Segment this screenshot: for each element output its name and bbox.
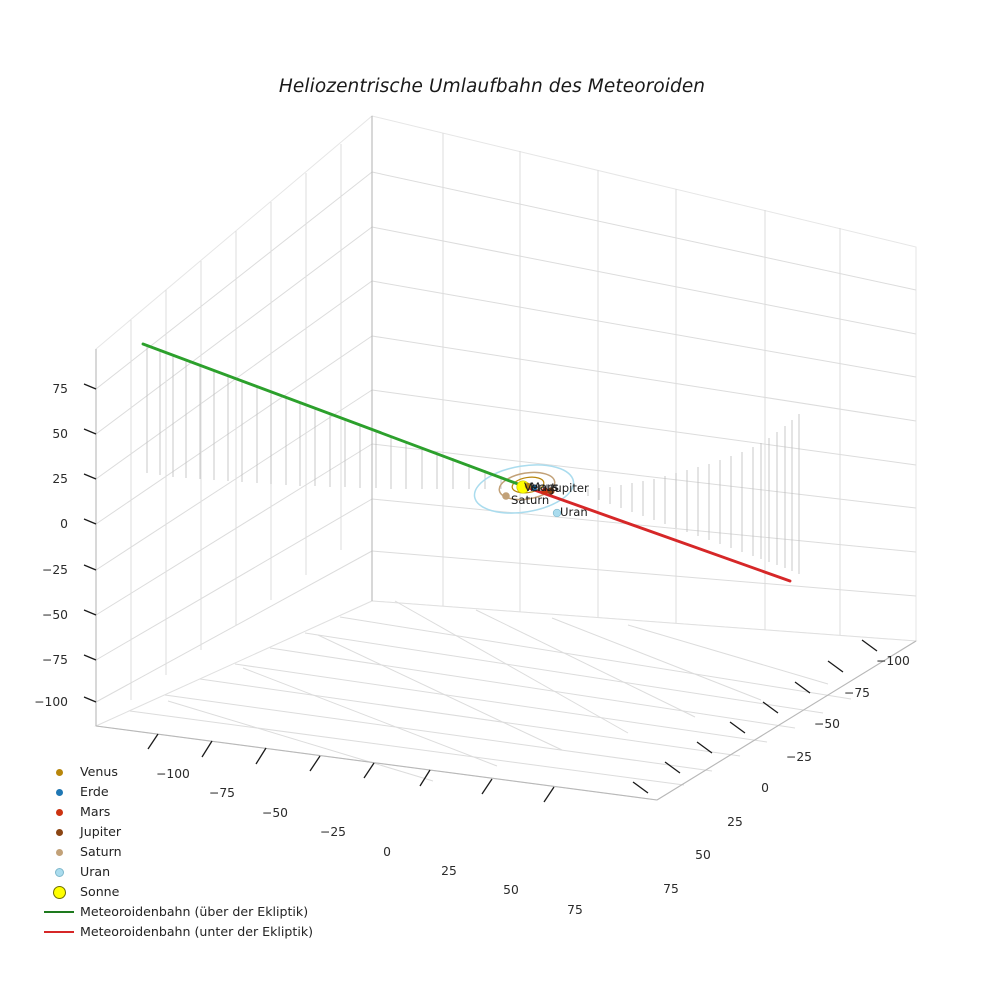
orbit-rings (473, 464, 575, 514)
legend-label: Saturn (80, 844, 122, 859)
legend-item-track-below[interactable]: Meteoroidenbahn (unter der Ekliptik) (38, 922, 313, 942)
x-tick: 0 (383, 845, 391, 859)
y-tick: 50 (695, 848, 711, 862)
legend-label: Erde (80, 784, 109, 799)
z-tick: 0 (60, 517, 68, 531)
annotation-jupiter: Jupiter (551, 481, 589, 495)
legend-item-venus[interactable]: Venus (38, 762, 313, 782)
y-tick-marks (632, 639, 878, 794)
stems-below-ecliptic (587, 414, 800, 574)
z-tick: −25 (42, 563, 68, 577)
legend-label: Meteoroidenbahn (über der Ekliptik) (80, 904, 309, 919)
saturn-orbit-ring (498, 471, 556, 501)
legend-marker-mars-icon (38, 808, 80, 816)
uranus-orbit-ring (473, 464, 575, 514)
legend-marker-venus-icon (38, 768, 80, 776)
legend: Venus Erde Mars Jupiter Saturn Uran Sonn… (38, 762, 313, 942)
solar-system-bodies (502, 480, 562, 518)
body-saturn (502, 492, 510, 500)
y-tick: −25 (786, 750, 812, 764)
legend-item-saturn[interactable]: Saturn (38, 842, 313, 862)
legend-item-sonne[interactable]: Sonne (38, 882, 313, 902)
x-tick: −100 (156, 767, 190, 781)
legend-label: Sonne (80, 884, 120, 899)
legend-marker-saturn-icon (38, 848, 80, 856)
chart-title: Heliozentrische Umlaufbahn des Meteoroid… (278, 76, 706, 97)
body-mars (541, 487, 549, 495)
y-tick: −100 (876, 654, 910, 668)
body-venus (524, 482, 532, 490)
meteoroid-track (141, 342, 792, 583)
y-tick: −50 (814, 717, 840, 731)
x-tick: 50 (503, 883, 519, 897)
legend-marker-erde-icon (38, 788, 80, 796)
track-below-ecliptic (524, 485, 792, 583)
legend-marker-jupiter-icon (38, 828, 80, 836)
legend-label: Uran (80, 864, 111, 879)
legend-line-red-icon (38, 931, 80, 933)
track-above-ecliptic (141, 342, 528, 489)
legend-item-mars[interactable]: Mars (38, 802, 313, 822)
annotation-mars: Mars (530, 480, 558, 494)
legend-label: Meteoroidenbahn (unter der Ekliptik) (80, 924, 314, 939)
y-tick: 0 (761, 781, 769, 795)
z-tick: 50 (52, 427, 68, 441)
legend-line-green-icon (38, 911, 80, 913)
x-tick: −75 (209, 786, 235, 800)
z-tick: −100 (34, 695, 68, 709)
z-tick: 75 (52, 382, 68, 396)
x-tick: −50 (262, 806, 288, 820)
y-tick: 75 (663, 882, 679, 896)
pane-right (371, 115, 917, 642)
jupiter-orbit-ring (511, 476, 545, 494)
body-erde (530, 484, 538, 492)
x-tick: 25 (441, 864, 457, 878)
body-uran (552, 508, 562, 518)
legend-label: Venus (80, 764, 118, 779)
z-tick: −50 (42, 608, 68, 622)
z-tick: 25 (52, 472, 68, 486)
x-tick-marks (147, 733, 555, 803)
legend-marker-sonne-icon (38, 885, 80, 899)
legend-label: Mars (80, 804, 111, 819)
annotation-saturn: Saturn (511, 493, 550, 507)
legend-item-jupiter[interactable]: Jupiter (38, 822, 313, 842)
legend-label: Jupiter (80, 824, 122, 839)
x-tick: −25 (320, 825, 346, 839)
x-tick: 75 (567, 903, 583, 917)
axis-spines (95, 116, 917, 801)
legend-item-track-above[interactable]: Meteoroidenbahn (über der Ekliptik) (38, 902, 313, 922)
annotation-venus: Venus (524, 480, 559, 494)
z-tick-marks (83, 383, 97, 703)
y-tick: −75 (844, 686, 870, 700)
body-jupiter (547, 487, 555, 495)
annotation-uran: Uran (560, 505, 588, 519)
stems-above-ecliptic (146, 346, 502, 489)
legend-item-erde[interactable]: Erde (38, 782, 313, 802)
legend-item-uran[interactable]: Uran (38, 862, 313, 882)
legend-marker-uran-icon (38, 867, 80, 877)
z-tick: −75 (42, 653, 68, 667)
y-tick: 25 (727, 815, 743, 829)
pane-left (95, 114, 373, 727)
